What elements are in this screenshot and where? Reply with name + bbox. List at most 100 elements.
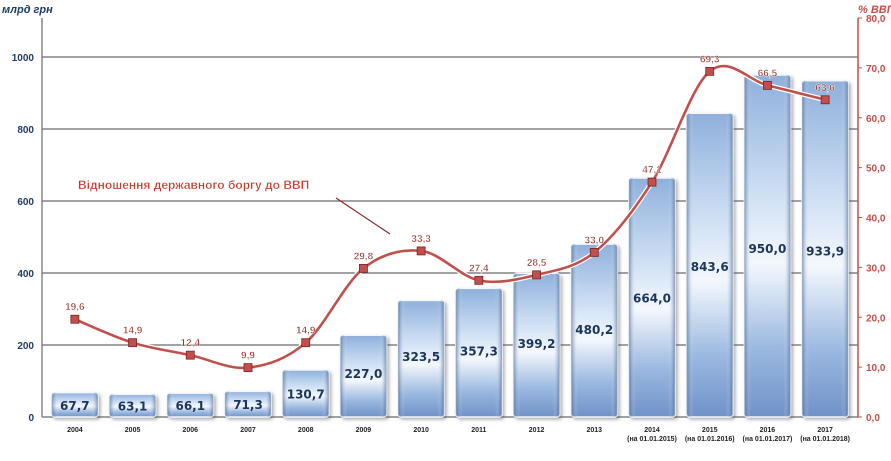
left-tick-label: 800 (17, 125, 34, 136)
line-annotation: Відношення державного боргу до ВВП (78, 178, 391, 235)
bar-value-label: 130,7 (287, 387, 325, 401)
bar-value-label: 480,2 (575, 323, 613, 337)
left-tick-label: 0 (28, 413, 34, 424)
category-label: 2016 (на 01.01.2017) (743, 427, 793, 443)
line-value-label: 33,0 (585, 235, 605, 246)
bar-value-label: 67,7 (60, 399, 90, 413)
bar: 399,2 (512, 272, 561, 418)
category-label: 2017 (на 01.01.2018) (800, 427, 850, 443)
category-label: 2005 (125, 427, 141, 434)
line-value-label: 12,4 (181, 338, 201, 349)
bar-shade (282, 369, 329, 417)
bar-shade (224, 391, 272, 417)
category-label: 2009 (356, 427, 372, 434)
line-value-label: 19,6 (65, 302, 85, 313)
category-label: 2012 (529, 427, 545, 434)
annotation-leader (335, 197, 391, 235)
line-series: 19,6 14,9 12,4 9,9 14,9 29,8 33,3 27,4 28,5 33,0 4… (65, 54, 836, 373)
right-tick-label: 80,0 (866, 14, 886, 25)
bar-shade (398, 300, 445, 417)
line-marker (647, 177, 657, 187)
bar: 933,9 (801, 80, 849, 418)
bar: 66,1 (166, 392, 215, 418)
line-path (73, 64, 827, 370)
bar-shade (340, 335, 387, 417)
right-axis-title: % ВВП (858, 4, 891, 16)
bar: 323,5 (397, 299, 445, 418)
line-marker (416, 246, 426, 256)
bar-value-label: 950,0 (748, 242, 786, 256)
bar-value-label: 63,1 (118, 400, 148, 414)
line-value-label: 29,8 (354, 251, 374, 262)
bar-shade (802, 80, 849, 418)
right-axis: 0,0 10,0 20,0 30,0 40,0 50,0 60,0 70,0 80,0 (857, 14, 886, 424)
category-labels: 2004 2005 2006 2007 2008 2009 2010 2011 2012 2013… (67, 427, 850, 443)
line-marker (705, 66, 715, 76)
line-marker (128, 338, 137, 348)
line-marker (763, 80, 772, 90)
bar-shade (744, 75, 791, 417)
bar-shade (513, 273, 560, 417)
right-tick-label: 40,0 (866, 214, 886, 225)
gridlines (42, 56, 858, 418)
bar-value-label: 66,1 (175, 399, 205, 413)
bar: 227,0 (339, 334, 388, 418)
right-tick-label: 60,0 (866, 114, 886, 125)
bar-value-label: 323,5 (402, 350, 440, 364)
right-tick-label: 70,0 (866, 64, 886, 75)
category-label: 2014 (на 01.01.2015) (627, 427, 677, 443)
line-marker (820, 95, 830, 105)
bar: 843,6 (685, 112, 734, 418)
category-label: 2006 (182, 427, 198, 434)
category-label: 2007 (240, 427, 256, 434)
bar-value-label: 843,6 (691, 260, 729, 274)
line-value-label: 66,5 (758, 68, 778, 79)
line-marker (532, 270, 541, 280)
bar-value-label: 227,0 (344, 367, 382, 381)
line-value-label: 14,9 (296, 326, 316, 337)
line-value-label: 28,5 (527, 258, 547, 269)
bar: 67,7 (51, 391, 99, 418)
bar-shade (571, 244, 618, 417)
bar-value-label: 357,3 (460, 344, 498, 358)
bar-value-label: 933,9 (806, 245, 844, 259)
bar-shade (686, 113, 733, 417)
category-label: 2008 (298, 427, 314, 434)
right-tick-label: 30,0 (866, 263, 886, 274)
line-marker (185, 350, 195, 360)
right-tick-label: 0,0 (866, 413, 880, 424)
left-tick-label: 200 (17, 341, 34, 352)
left-tick-label: 1000 (12, 53, 35, 64)
line-series-name: Відношення державного боргу до ВВП (78, 178, 309, 192)
left-axis-title: млрд грн (2, 4, 53, 16)
line-value-label: 9,9 (241, 351, 255, 362)
line-marker (70, 314, 80, 324)
line-value-label: 33,3 (411, 234, 431, 245)
bar: 664,0 (628, 177, 676, 418)
bar-shade (628, 177, 676, 417)
line-value-label: 27,4 (469, 263, 489, 274)
line-value-label: 69,3 (700, 54, 720, 65)
bar: 480,2 (570, 243, 619, 418)
right-tick-label: 10,0 (866, 363, 886, 374)
bar-value-label: 71,3 (233, 398, 263, 412)
left-tick-label: 600 (17, 197, 34, 208)
bar: 71,3 (224, 390, 272, 418)
right-tick-label: 50,0 (866, 164, 886, 175)
category-label: 2011 (471, 427, 486, 434)
left-tick-label: 400 (17, 269, 34, 280)
line-value-label: 14,9 (123, 326, 143, 337)
bar-shade (51, 392, 98, 417)
right-tick-label: 20,0 (866, 313, 886, 324)
line-marker (243, 363, 253, 373)
bar-shade (109, 394, 156, 417)
bar-value-label: 399,2 (518, 337, 556, 351)
bar-series: 67,7 63,1 66,1 71,3 130,7 227,0 323,5 357,3 399,… (51, 74, 849, 418)
line-value-label: 47,1 (642, 165, 662, 176)
line-marker (474, 275, 484, 285)
category-label: 2004 (67, 427, 83, 434)
left-axis: 0 200 400 600 800 1000 (12, 18, 43, 424)
bar-value-label: 664,0 (633, 291, 671, 305)
line-marker (301, 338, 311, 348)
